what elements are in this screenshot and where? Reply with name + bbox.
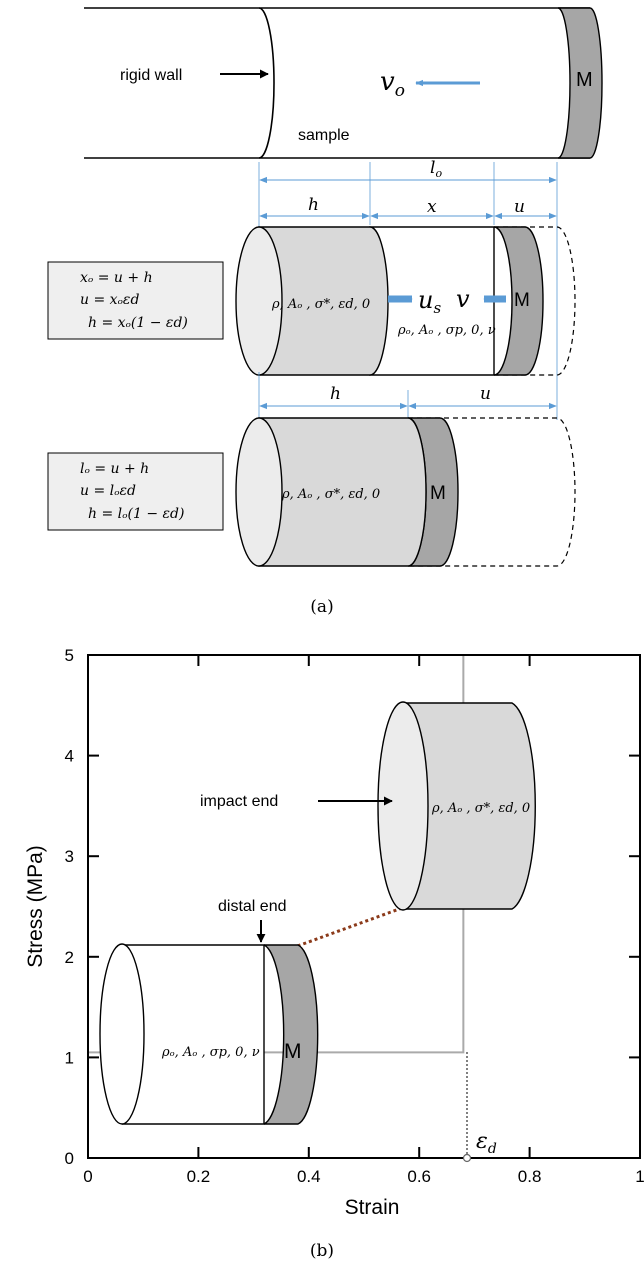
- distal-back-face: [100, 944, 144, 1124]
- panel-b: 0 0.2 0.4 0.6 0.8 1 0 1 2 3 4 5 Strain Stress (MPa) ρ…: [24, 646, 644, 1261]
- impact-cylinder: ρ, Aₒ , σ*, εd, 0 impact end: [200, 702, 535, 910]
- impact-cylinder-props: ρ, Aₒ , σ*, εd, 0: [431, 801, 530, 816]
- velocity-symbol: vo: [380, 67, 405, 101]
- row2-dim-x: x: [427, 197, 437, 217]
- y-tick-label: 2: [65, 948, 74, 967]
- x-tick-label: 0.2: [187, 1167, 211, 1186]
- row2-dim-h: h: [308, 195, 319, 215]
- row1-mass-label: M: [576, 69, 593, 91]
- row3-dim-u: u: [480, 384, 491, 404]
- row1-sample-cylinder: M rigid wall sample vo: [84, 8, 602, 158]
- distal-mass: [264, 945, 318, 1124]
- row2-eq1: xₒ = u + h: [80, 270, 153, 286]
- row3-eq2: u = lₒεd: [80, 483, 136, 499]
- row2-mass-label: M: [514, 290, 530, 311]
- row2-eq3: h = xₒ(1 − εd): [88, 315, 188, 331]
- row1-impact-face: [259, 8, 274, 158]
- x-tick-label: 0: [83, 1167, 92, 1186]
- row3-eq3: h = lₒ(1 − εd): [88, 506, 184, 522]
- caption-a: (a): [310, 597, 333, 617]
- distal-cylinder-props: ρₒ, Aₒ , σp, 0, ν: [161, 1045, 260, 1060]
- y-tick-label: 0: [65, 1149, 74, 1168]
- distal-cylinder: ρₒ, Aₒ , σp, 0, ν M distal end: [100, 898, 318, 1124]
- row3-equation-box: lₒ = u + h u = lₒεd h = lₒ(1 − εd): [48, 453, 223, 530]
- row3-eq1: lₒ = u + h: [80, 461, 149, 477]
- caption-b: (b): [310, 1241, 334, 1261]
- panel-a: M rigid wall sample vo lo h x u: [48, 8, 602, 617]
- x-tick-label: 0.6: [407, 1167, 431, 1186]
- impact-face: [378, 702, 428, 910]
- row3-dim-h: h: [330, 384, 341, 404]
- strain-marker: εd: [464, 1052, 497, 1162]
- sample-label: sample: [298, 127, 350, 144]
- y-tick-label: 5: [65, 646, 74, 665]
- dim-lo-label: lo: [430, 158, 442, 180]
- y-tick-label: 3: [65, 847, 74, 866]
- row3-cylinder: ρ, Aₒ , σ*, εd, 0 M: [236, 418, 575, 566]
- row2-cylinder: ρ, Aₒ , σ*, εd, 0 ρₒ, Aₒ , σp, 0, ν us v…: [236, 227, 575, 375]
- y-tick-label: 4: [65, 747, 74, 766]
- row2-uncompressed-props: ρₒ, Aₒ , σp, 0, ν: [397, 323, 496, 338]
- x-tick-label: 1: [635, 1167, 644, 1186]
- distal-mass-label: M: [284, 1040, 302, 1063]
- strain-marker-label: εd: [476, 1129, 497, 1157]
- row3-mass-label: M: [430, 483, 446, 504]
- mass-velocity-label: v: [456, 285, 470, 313]
- x-tick-label: 0.8: [518, 1167, 542, 1186]
- x-axis-title: Strain: [345, 1196, 400, 1219]
- row2-equation-box: xₒ = u + h u = xₒεd h = xₒ(1 − εd): [48, 262, 223, 339]
- y-axis-title: Stress (MPa): [24, 845, 47, 968]
- strain-marker-dot: [464, 1155, 471, 1162]
- distal-end-label: distal end: [218, 898, 287, 915]
- row2-eq2: u = xₒεd: [80, 292, 139, 308]
- rigid-wall-label: rigid wall: [120, 67, 182, 84]
- row3-compressed-props: ρ, Aₒ , σ*, εd, 0: [281, 487, 380, 502]
- row2-dim-u: u: [514, 197, 525, 217]
- y-tick-label: 1: [65, 1048, 74, 1067]
- impact-end-label: impact end: [200, 793, 278, 810]
- x-tick-label: 0.4: [297, 1167, 321, 1186]
- row3-impact-face: [236, 418, 282, 566]
- row3-dimensions: h u: [259, 372, 556, 418]
- row2-dimensions: h x u: [260, 195, 556, 217]
- row2-compressed-props: ρ, Aₒ , σ*, εd, 0: [271, 297, 370, 312]
